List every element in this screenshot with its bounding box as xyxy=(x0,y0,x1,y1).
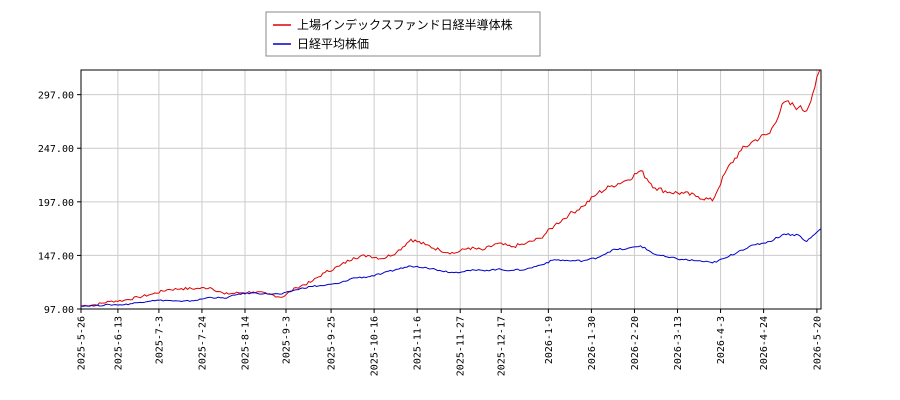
x-tick-label: 2025-8-14 xyxy=(240,316,251,370)
legend: 上場インデックスファンド日経半導体株 日経平均株価 xyxy=(265,11,541,57)
x-tick-label: 2026-4-24 xyxy=(759,316,770,370)
x-tick-label: 2026-2-20 xyxy=(630,316,641,370)
x-tick-label: 2026-1-30 xyxy=(587,316,598,370)
series-line-semiconductor xyxy=(81,70,821,307)
x-tick-label: 2026-5-20 xyxy=(812,316,823,370)
legend-box xyxy=(265,11,541,57)
grid-lines xyxy=(80,70,821,310)
x-axis: 2025-5-26 2025-6-13 2025-7-3 2025-7-24 2025-… xyxy=(77,309,823,376)
y-tick-label: 147.00 xyxy=(38,251,74,262)
plot-area xyxy=(80,69,822,310)
y-axis: 97.00 147.00 197.00 247.00 297.00 xyxy=(38,91,81,316)
x-tick-label: 2025-6-13 xyxy=(113,316,124,370)
y-tick-label: 247.00 xyxy=(38,144,74,155)
x-tick-label: 2025-11-6 xyxy=(413,316,424,370)
x-tick-label: 2025-9-25 xyxy=(327,316,338,370)
legend-label-nikkei: 日経平均株価 xyxy=(297,36,369,51)
x-tick-label: 2025-7-24 xyxy=(197,316,208,370)
x-tick-label: 2025-11-27 xyxy=(456,316,467,376)
y-tick-label: 97.00 xyxy=(44,305,74,316)
series-line-nikkei xyxy=(81,228,821,307)
x-tick-label: 2026-4-3 xyxy=(716,316,727,364)
x-tick-label: 2025-5-26 xyxy=(77,316,88,370)
x-tick-label: 2025-10-16 xyxy=(370,316,381,376)
x-tick-label: 2026-1-9 xyxy=(544,316,555,364)
y-tick-label: 197.00 xyxy=(38,198,74,209)
y-tick-label: 297.00 xyxy=(38,91,74,102)
x-tick-label: 2026-3-13 xyxy=(673,316,684,370)
legend-label-semiconductor: 上場インデックスファンド日経半導体株 xyxy=(297,17,513,32)
x-tick-label: 2025-7-3 xyxy=(154,316,165,364)
x-tick-label: 2025-12-17 xyxy=(497,316,508,376)
x-tick-label: 2025-9-3 xyxy=(281,316,292,364)
series-layer xyxy=(81,70,821,307)
